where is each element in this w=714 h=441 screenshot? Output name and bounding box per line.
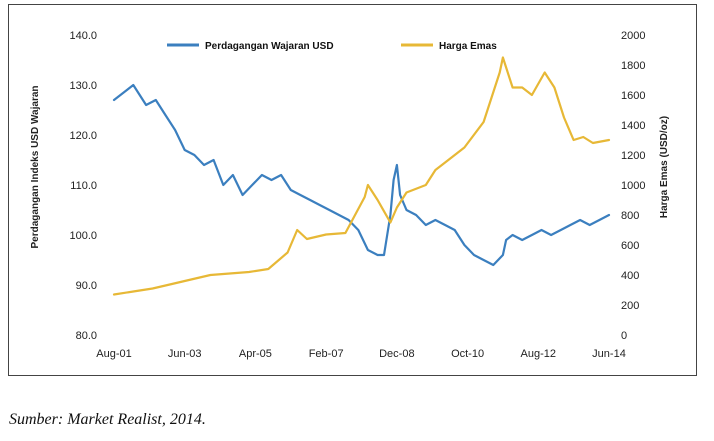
y-left-tick-label: 140.0	[69, 30, 97, 42]
y-right-tick-label: 200	[621, 300, 639, 312]
y-left-tick-label: 110.0	[70, 180, 97, 192]
y-right-tick-label: 1000	[621, 180, 645, 192]
legend-label-gold: Harga Emas	[439, 41, 497, 52]
y-left-tick-label: 80.0	[76, 330, 97, 342]
series-line-gold-price	[112, 56, 611, 296]
y-right-tick-label: 0	[621, 330, 627, 342]
x-tick-label: Aug-12	[521, 348, 556, 360]
x-tick-label: Jun-14	[592, 348, 626, 360]
y-right-axis-title: Harga Emas (USD/oz)	[659, 116, 670, 218]
x-tick-label: Apr-05	[239, 348, 272, 360]
x-tick-label: Jun-03	[168, 348, 202, 360]
y-right-tick-label: 1800	[621, 60, 645, 72]
y-left-tick-label: 120.0	[69, 130, 97, 142]
y-left-axis-title: Perdagangan Indeks USD Wajaran	[30, 85, 41, 248]
y-right-tick-label: 800	[621, 210, 639, 222]
y-right-tick-label: 600	[621, 240, 639, 252]
y-right-tick-label: 1400	[621, 120, 645, 132]
legend: Perdagangan Wajaran USD Harga Emas	[167, 41, 497, 52]
y-right-tick-label: 2000	[621, 30, 645, 42]
y-left-tick-label: 90.0	[76, 280, 97, 292]
x-tick-label: Aug-01	[96, 348, 131, 360]
legend-label-usd: Perdagangan Wajaran USD	[205, 41, 334, 52]
y-right-tick-label: 400	[621, 270, 639, 282]
y-left-tick-label: 100.0	[69, 230, 97, 242]
y-left-tick-label: 130.0	[69, 80, 97, 92]
x-tick-label: Feb-07	[309, 348, 344, 360]
y-right-tick-label: 1200	[621, 150, 645, 162]
dual-axis-line-chart: 80.0 90.0 100.0 110.0 120.0 130.0 140.0 0 200 40…	[30, 30, 670, 360]
x-tick-label: Dec-08	[379, 348, 414, 360]
source-caption: Sumber: Market Realist, 2014.	[9, 411, 206, 428]
y-right-tick-label: 1600	[621, 90, 645, 102]
series-line-usd-index	[112, 83, 611, 267]
chart-frame: 80.0 90.0 100.0 110.0 120.0 130.0 140.0 0 200 40…	[8, 4, 697, 376]
x-tick-label: Oct-10	[451, 348, 484, 360]
